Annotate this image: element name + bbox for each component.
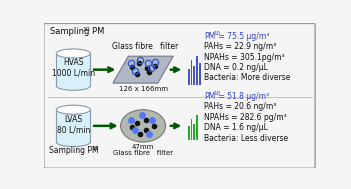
Bar xyxy=(191,119,192,140)
Text: PM: PM xyxy=(204,92,216,101)
FancyBboxPatch shape xyxy=(44,23,315,168)
Bar xyxy=(188,126,190,140)
Text: Glass fibre   filter: Glass fibre filter xyxy=(113,150,173,156)
Bar xyxy=(191,60,192,85)
Text: NPAHs = 305.1pg/m³: NPAHs = 305.1pg/m³ xyxy=(204,53,285,62)
Bar xyxy=(56,53,90,86)
Text: PAHs = 20.6 ng/m³: PAHs = 20.6 ng/m³ xyxy=(204,102,277,111)
Text: 10: 10 xyxy=(82,27,90,32)
Ellipse shape xyxy=(56,138,90,146)
Ellipse shape xyxy=(56,49,90,58)
Text: 47mm: 47mm xyxy=(132,144,154,149)
Text: 10: 10 xyxy=(213,31,220,36)
Text: Sampling PM: Sampling PM xyxy=(50,27,105,36)
Text: Sampling PM: Sampling PM xyxy=(48,146,98,155)
Bar xyxy=(196,56,198,85)
Text: = 51.8 μg/m³: = 51.8 μg/m³ xyxy=(216,92,269,101)
Bar xyxy=(196,115,198,140)
Text: DNA = 0.2 ng/μL: DNA = 0.2 ng/μL xyxy=(204,63,268,72)
Bar xyxy=(193,66,195,85)
Text: NPAHs = 282.6 pg/m³: NPAHs = 282.6 pg/m³ xyxy=(204,113,287,122)
Bar xyxy=(193,124,195,140)
Ellipse shape xyxy=(121,110,166,142)
Text: = 75.5 μg/m³: = 75.5 μg/m³ xyxy=(216,32,269,41)
Text: 10: 10 xyxy=(213,91,220,96)
Text: Bacteria: More diverse: Bacteria: More diverse xyxy=(204,74,291,83)
Bar xyxy=(199,63,201,85)
Polygon shape xyxy=(113,56,173,83)
Text: HVAS
1000 L/min: HVAS 1000 L/min xyxy=(52,58,95,78)
Text: 10: 10 xyxy=(91,146,99,151)
Text: 126 x 166mm: 126 x 166mm xyxy=(119,86,167,92)
Ellipse shape xyxy=(56,81,90,90)
Text: DNA = 1.6 ng/μL: DNA = 1.6 ng/μL xyxy=(204,123,268,132)
Text: PM: PM xyxy=(204,32,216,41)
Bar xyxy=(188,69,190,85)
Bar xyxy=(56,110,90,142)
Text: LVAS
80 L/min: LVAS 80 L/min xyxy=(57,115,90,134)
Text: Bacteria: Less diverse: Bacteria: Less diverse xyxy=(204,134,289,143)
Ellipse shape xyxy=(56,105,90,114)
Text: Glass fibre   filter: Glass fibre filter xyxy=(112,42,178,51)
Text: PAHs = 22.9 ng/m³: PAHs = 22.9 ng/m³ xyxy=(204,42,277,51)
